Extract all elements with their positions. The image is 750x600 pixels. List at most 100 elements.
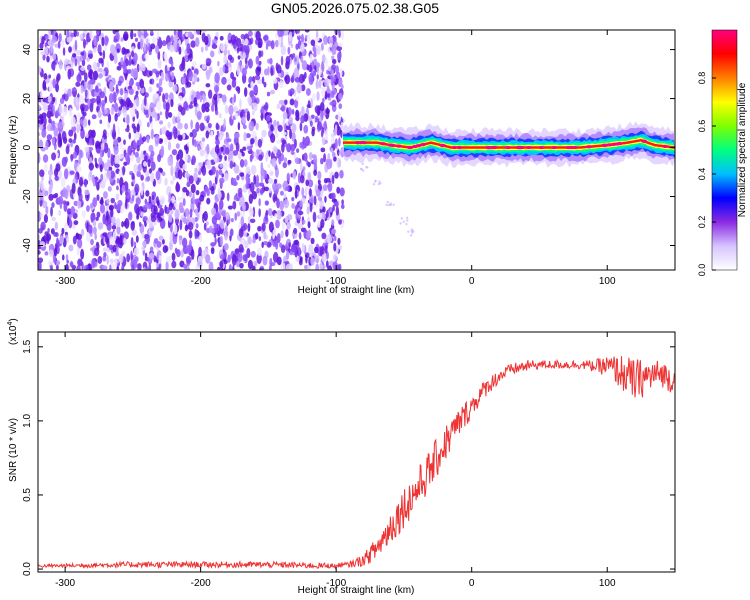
spectrogram-noise-cell	[233, 164, 240, 174]
spectrogram-noise-cell	[280, 262, 286, 270]
spectrogram-noise-cell	[75, 49, 82, 56]
snr-series-line	[38, 356, 675, 570]
spectrogram-noise-cell	[188, 191, 193, 198]
spectrogram-noise-cell	[312, 211, 317, 223]
spectrogram-noise-cell	[112, 49, 118, 57]
spectrogram-noise-cell	[141, 63, 146, 72]
spectrogram-noise-cell	[204, 185, 209, 193]
spectrogram-noise-cell	[177, 134, 183, 140]
spectrogram-noise-cell	[258, 236, 262, 242]
spectrogram-noise-cell	[331, 198, 338, 203]
colorbar-tick-label: 0.4	[697, 168, 707, 181]
spectrogram-noise-cell	[40, 212, 43, 219]
spectrogram-noise-cell	[199, 234, 203, 243]
spectrogram-noise-cell	[320, 130, 324, 138]
spectrogram-noise-cell	[310, 114, 315, 119]
spectrogram-noise-cell	[258, 208, 261, 218]
spectrogram-noise-cell	[146, 136, 150, 144]
spectrogram-noise-cell	[93, 47, 97, 53]
spectrogram-marks	[38, 30, 675, 270]
spectrogram-noise-cell	[324, 244, 328, 254]
spectrogram-signal-peak	[485, 145, 492, 150]
spectrogram-noise-cell	[299, 161, 303, 172]
spectrogram-noise-cell	[210, 104, 215, 112]
spectrogram-noise-cell	[126, 253, 131, 263]
spectrogram-noise-cell	[39, 71, 44, 76]
spectrogram-noise-cell	[182, 133, 186, 140]
spectrogram-noise-cell	[207, 122, 212, 129]
spectrogram-noise-cell	[237, 252, 243, 263]
spectrogram-noise-cell	[124, 73, 128, 81]
spectrogram-noise-cell	[149, 78, 153, 85]
spectrogram-noise-cell	[114, 113, 118, 122]
spectrogram-noise-cell	[275, 62, 279, 72]
spectrogram-noise-cell	[110, 106, 115, 115]
spectrogram-noise-cell	[169, 232, 174, 244]
spectrogram-faint-trace-cell	[378, 180, 381, 183]
spectrogram-noise-cell	[241, 67, 247, 77]
spectrogram-noise-cell	[208, 89, 213, 100]
spectrogram-noise-cell	[161, 171, 166, 177]
spectrogram-noise-cell	[50, 206, 53, 217]
spectrogram-noise-cell	[221, 209, 227, 217]
spectrogram-signal-peak	[489, 145, 496, 150]
spectrogram-noise-cell	[185, 255, 192, 264]
spectrogram-noise-cell	[322, 184, 328, 192]
spectrogram-noise-cell	[243, 159, 248, 167]
spectrogram-noise-cell	[239, 98, 242, 109]
spectrogram-noise-cell	[191, 128, 197, 138]
spectrogram-noise-cell	[45, 140, 49, 150]
spectrogram-noise-cell	[178, 234, 183, 246]
spectrogram-noise-cell	[332, 254, 338, 262]
spectrogram-noise-cell	[44, 251, 49, 256]
spectrogram-noise-cell	[336, 186, 341, 194]
spectrogram-noise-cell	[188, 230, 193, 239]
spectrogram-noise-cell	[233, 106, 239, 113]
spectrogram-noise-cell	[318, 68, 322, 76]
spectrogram-noise-cell	[321, 232, 327, 240]
spectrogram-noise-cell	[157, 59, 162, 69]
spectrogram-noise-cell	[69, 261, 74, 268]
spectrogram-noise-cell	[284, 74, 291, 85]
spectrogram-noise-cell	[334, 171, 339, 179]
spectrogram-noise-cell	[108, 166, 113, 171]
spectrogram-noise-cell	[133, 33, 137, 38]
spectrogram-noise-cell	[151, 194, 155, 201]
spectrogram-noise-cell	[140, 211, 144, 217]
spectrogram-noise-cell	[68, 46, 72, 53]
spectrogram-noise-cell	[245, 173, 250, 184]
spectrogram-faint-trace-cell	[405, 216, 409, 220]
spectrogram-noise-cell	[289, 186, 293, 192]
spectrogram-noise-cell	[95, 85, 99, 93]
spectrogram-noise-cell	[72, 151, 78, 159]
spectrogram-signal-peak	[551, 145, 558, 150]
spectrogram-noise-cell	[170, 98, 174, 108]
spectrogram-noise-cell	[130, 250, 133, 262]
spectrogram-noise-cell	[322, 87, 326, 98]
spectrogram-noise-cell	[288, 242, 291, 248]
spectrogram-noise-cell	[117, 80, 122, 87]
spectrogram-noise-cell	[191, 94, 194, 100]
spectrogram-faint-trace-cell	[365, 165, 368, 169]
spectrogram-noise-cell	[251, 95, 256, 101]
spectrogram-noise-cell	[327, 265, 333, 270]
spectrogram-signal-peak	[440, 143, 447, 148]
spectrogram-noise-cell	[326, 234, 333, 244]
spectrogram-noise-cell	[159, 168, 164, 174]
spectrogram-noise-cell	[136, 110, 139, 120]
spectrogram-noise-cell	[184, 171, 189, 178]
spectrogram-noise-cell	[168, 192, 172, 203]
spectrogram-noise-cell	[80, 84, 84, 94]
spectrogram-noise-cell	[103, 252, 107, 257]
spectrogram-noise-cell	[253, 151, 257, 158]
snr-y-tick-label: 0.0	[22, 562, 33, 576]
spectrogram-noise-cell	[38, 211, 42, 222]
spectrogram-noise-cell	[169, 66, 175, 71]
snr-x-tick-label: -200	[191, 578, 211, 589]
spectrogram-noise-cell	[135, 235, 139, 243]
spectrogram-noise-cell	[92, 61, 98, 71]
spectrogram-noise-cell	[266, 91, 271, 97]
colorbar-label: Normalized spectral amplitude	[737, 82, 748, 217]
spectrogram-noise-cell	[97, 67, 103, 73]
spectrogram-noise-cell	[280, 230, 284, 239]
